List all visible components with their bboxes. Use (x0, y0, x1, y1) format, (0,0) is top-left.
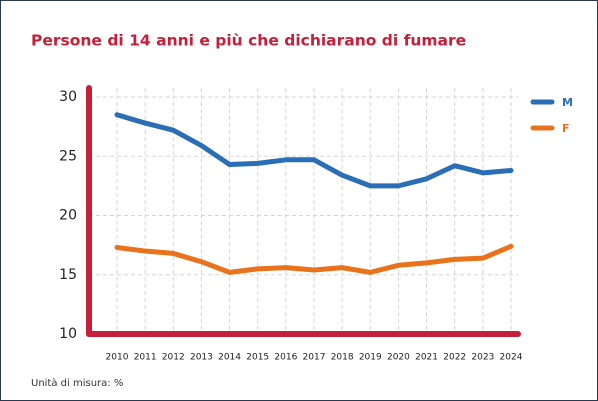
legend-label: F (562, 122, 570, 135)
x-tick-label: 2011 (134, 353, 157, 363)
chart-title: Persone di 14 anni e più che dichiarano … (31, 32, 466, 50)
x-tick-label: 2023 (471, 353, 494, 363)
y-tick-label: 20 (59, 208, 77, 224)
y-tick-label: 25 (59, 148, 77, 164)
x-tick-label: 2024 (500, 353, 523, 363)
x-tick-label: 2018 (331, 353, 354, 363)
y-tick-label: 10 (59, 326, 77, 342)
legend-label: M (562, 96, 573, 109)
x-tick-label: 2021 (415, 353, 438, 363)
x-tick-label: 2017 (303, 353, 326, 363)
x-tick-label: 2013 (190, 353, 213, 363)
x-tick-label: 2022 (443, 353, 466, 363)
x-tick-label: 2019 (359, 353, 382, 363)
x-tick-label: 2010 (106, 353, 129, 363)
footnote: Unità di misura: % (31, 377, 123, 389)
series-line (114, 112, 514, 189)
x-tick-label: 2020 (387, 353, 410, 363)
series-line (114, 243, 514, 275)
y-tick-label: 15 (59, 267, 77, 283)
x-tick-label: 2016 (274, 353, 297, 363)
y-tick-label: 30 (59, 89, 77, 105)
x-tick-label: 2015 (246, 353, 269, 363)
x-tick-label: 2012 (162, 353, 185, 363)
x-tick-label: 2014 (218, 353, 241, 363)
